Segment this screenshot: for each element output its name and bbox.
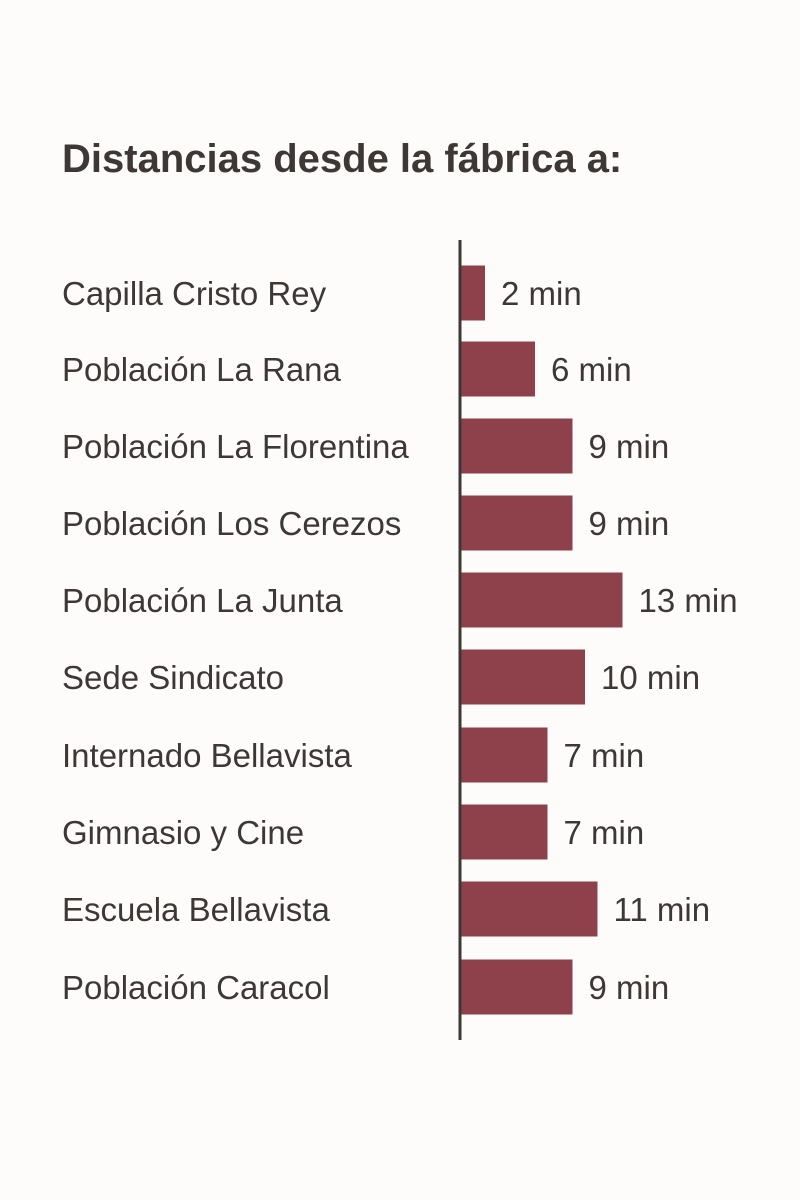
category-label: Gimnasio y Cine: [62, 814, 304, 851]
value-label: 9 min: [589, 505, 670, 542]
value-labels-group: 2 min 6 min 9 min 9 min 13 min 10 min 7 min 7 m…: [501, 275, 738, 1006]
value-label: 11 min: [614, 891, 711, 928]
bar: [460, 495, 573, 551]
category-label: Población La Junta: [62, 582, 343, 619]
value-label: 13 min: [639, 582, 738, 619]
bar: [460, 418, 573, 474]
category-label: Población La Rana: [62, 351, 342, 388]
value-label: 6 min: [551, 351, 632, 388]
category-label: Población Caracol: [62, 969, 330, 1006]
category-label: Población Los Cerezos: [62, 505, 401, 542]
value-label: 9 min: [589, 969, 670, 1006]
bar: [460, 341, 535, 397]
bar: [460, 881, 598, 937]
bar: [460, 727, 548, 783]
value-label: 7 min: [564, 814, 645, 851]
bar: [460, 649, 585, 705]
chart-title: Distancias desde la fábrica a:: [62, 137, 622, 181]
category-label: Población La Florentina: [62, 428, 409, 465]
bar: [460, 572, 623, 628]
value-label: 7 min: [564, 737, 645, 774]
value-label: 10 min: [601, 659, 700, 696]
bar: [460, 959, 573, 1015]
value-label: 9 min: [589, 428, 670, 465]
value-label: 2 min: [501, 275, 582, 312]
category-label: Sede Sindicato: [62, 659, 284, 696]
bar: [460, 804, 548, 860]
bar: [460, 265, 485, 321]
category-labels-group: Capilla Cristo Rey Población La Rana Pobla…: [62, 275, 409, 1006]
category-label: Escuela Bellavista: [62, 891, 330, 928]
bars-group: [460, 265, 623, 1015]
category-label: Internado Bellavista: [62, 737, 352, 774]
category-label: Capilla Cristo Rey: [62, 275, 327, 312]
